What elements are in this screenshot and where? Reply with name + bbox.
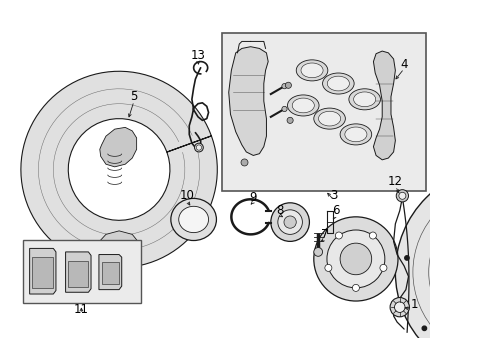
Circle shape [482, 255, 488, 290]
Circle shape [379, 264, 386, 271]
Polygon shape [228, 47, 267, 156]
Polygon shape [30, 248, 56, 294]
Polygon shape [95, 231, 139, 263]
Ellipse shape [322, 73, 353, 94]
Polygon shape [21, 71, 217, 268]
Circle shape [281, 106, 286, 112]
Polygon shape [100, 127, 136, 167]
Ellipse shape [348, 89, 380, 110]
Text: 6: 6 [331, 204, 339, 217]
Circle shape [313, 248, 322, 256]
Circle shape [196, 145, 201, 150]
Circle shape [194, 143, 203, 152]
Circle shape [448, 240, 460, 252]
Text: 10: 10 [179, 189, 194, 202]
Text: 3: 3 [329, 189, 337, 202]
Ellipse shape [326, 76, 349, 91]
Circle shape [335, 232, 342, 239]
Text: 11: 11 [74, 303, 89, 316]
Circle shape [404, 256, 408, 260]
Circle shape [448, 292, 460, 305]
Circle shape [241, 159, 247, 166]
Text: 8: 8 [275, 204, 283, 217]
Circle shape [326, 230, 384, 288]
Polygon shape [99, 255, 122, 290]
Text: 1: 1 [410, 298, 418, 311]
Ellipse shape [340, 124, 371, 145]
Circle shape [286, 117, 293, 123]
Polygon shape [65, 252, 91, 292]
Circle shape [340, 243, 371, 275]
Bar [32, 257, 53, 288]
Bar [221, 33, 425, 190]
Ellipse shape [179, 206, 208, 233]
Polygon shape [84, 246, 115, 283]
Ellipse shape [270, 203, 309, 242]
Ellipse shape [353, 92, 375, 107]
Circle shape [469, 242, 488, 303]
Circle shape [285, 82, 291, 88]
Ellipse shape [296, 60, 327, 81]
Polygon shape [373, 51, 395, 160]
Text: 12: 12 [387, 175, 402, 188]
Circle shape [454, 226, 488, 318]
Bar [102, 262, 119, 284]
Circle shape [441, 194, 446, 198]
Ellipse shape [394, 302, 404, 312]
Ellipse shape [301, 63, 323, 78]
Circle shape [395, 167, 488, 360]
Circle shape [398, 192, 405, 199]
Ellipse shape [313, 108, 345, 129]
Text: 7: 7 [321, 228, 328, 241]
Ellipse shape [170, 198, 216, 240]
Ellipse shape [292, 98, 314, 113]
Ellipse shape [389, 297, 408, 317]
Bar [22, 240, 141, 303]
Text: 13: 13 [190, 49, 205, 62]
Text: 4: 4 [400, 58, 407, 71]
Ellipse shape [318, 111, 340, 126]
Ellipse shape [344, 127, 366, 142]
Circle shape [281, 84, 286, 89]
Circle shape [324, 264, 331, 271]
Text: 9: 9 [249, 191, 257, 204]
Circle shape [421, 326, 426, 330]
Bar [68, 261, 88, 287]
Circle shape [368, 232, 376, 239]
Circle shape [352, 284, 359, 291]
Text: 5: 5 [130, 90, 138, 103]
Circle shape [395, 190, 407, 202]
Ellipse shape [277, 210, 302, 234]
Ellipse shape [287, 95, 318, 116]
Circle shape [313, 217, 397, 301]
Ellipse shape [284, 216, 296, 228]
